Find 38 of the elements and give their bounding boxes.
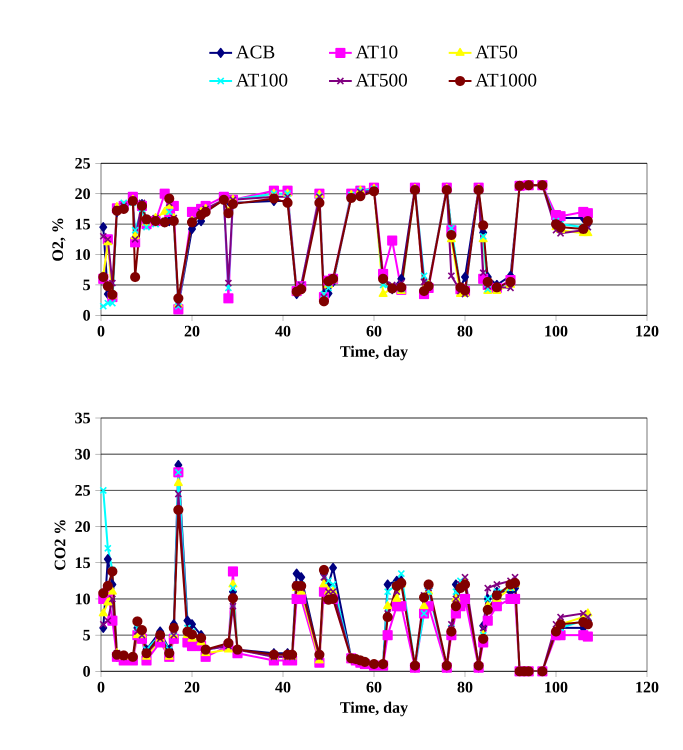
y-tick-label: 30 [75, 448, 90, 460]
x-tick-label: 40 [275, 682, 290, 693]
y-tick-label: 10 [76, 249, 90, 260]
y-tick-label: 25 [75, 158, 90, 169]
x-tick-label: 0 [98, 682, 104, 693]
y-tick-label: 35 [75, 412, 90, 424]
y-tick-label: 0 [83, 666, 90, 677]
y-tick-label: 15 [76, 218, 90, 230]
y-tick-label: 5 [83, 630, 90, 640]
x-tick-label: 100 [545, 682, 568, 693]
x-tick-label: 100 [545, 326, 568, 337]
legend-label: AT50 [475, 46, 518, 58]
x-tick-label: 0 [98, 326, 104, 337]
y-axis-title: O2, % [52, 218, 66, 261]
legend-label: AT500 [356, 74, 407, 87]
y-tick-label: 20 [75, 521, 90, 532]
x-tick-label: 60 [366, 682, 382, 693]
x-tick-label: 120 [636, 326, 658, 337]
x-tick-label: 20 [184, 326, 200, 337]
legend-label: AT10 [356, 46, 398, 58]
y-tick-label: 10 [76, 594, 90, 604]
legend-label: AT1000 [475, 74, 536, 87]
x-tick-label: 80 [458, 326, 472, 337]
legend-label: ACB [236, 46, 274, 58]
y-axis-title: CO2 % [54, 520, 66, 570]
y-tick-label: 0 [83, 310, 90, 321]
x-axis-title: Time, day [340, 702, 408, 716]
x-tick-label: 20 [184, 682, 200, 693]
y-tick-label: 5 [83, 280, 90, 290]
y-tick-label: 15 [76, 557, 90, 568]
x-axis-title: Time, day [340, 346, 408, 360]
x-tick-label: 120 [636, 682, 658, 693]
y-tick-label: 20 [75, 188, 90, 200]
legend-label: AT100 [236, 74, 288, 87]
x-tick-label: 80 [458, 682, 472, 693]
x-tick-label: 60 [366, 326, 382, 337]
y-tick-label: 25 [75, 485, 90, 496]
x-tick-label: 40 [275, 326, 290, 337]
